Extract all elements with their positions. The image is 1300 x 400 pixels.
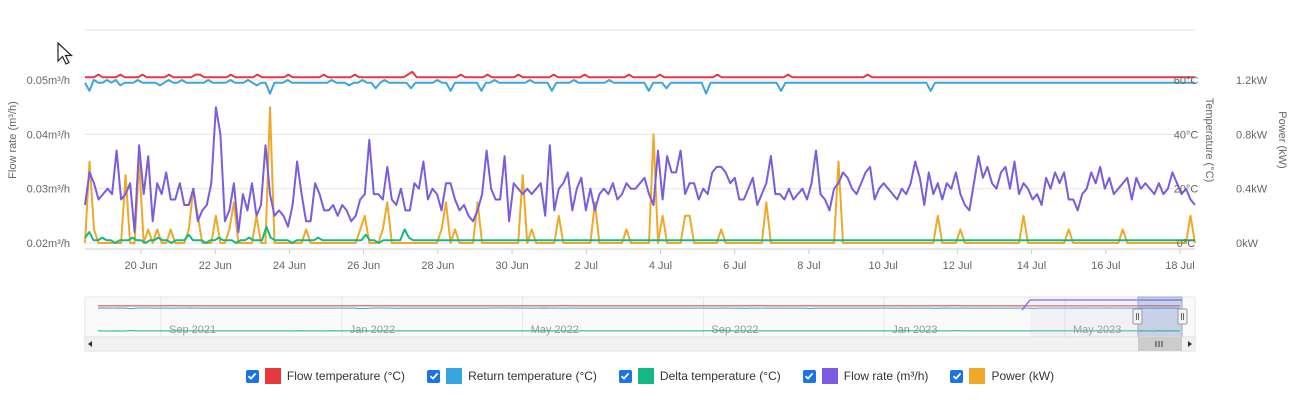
navigator-scrollbar-track	[84, 336, 1196, 352]
temperature-tick-label: 0°C	[1177, 238, 1196, 250]
navigator-shade	[1030, 300, 1138, 337]
x-tick-label: 18 Jul	[1165, 260, 1194, 272]
navigator-selected-range	[1137, 296, 1183, 338]
x-tick-label: 20 Jun	[124, 260, 157, 272]
checkmark-icon[interactable]	[802, 369, 816, 383]
x-tick-label: 8 Jul	[797, 260, 820, 272]
legend-item[interactable]: Flow temperature (°C)	[245, 368, 406, 384]
temperature-tick-label: 20°C	[1174, 184, 1199, 196]
legend-swatch	[264, 368, 281, 384]
series-line-power	[84, 106, 1196, 244]
checkmark-icon[interactable]	[427, 369, 441, 383]
navigator-left-handle	[1132, 308, 1143, 325]
temperature-axis-title: Temperature (°C)	[1203, 98, 1215, 182]
grid-lines	[85, 29, 1195, 244]
x-tick-label: 6 Jul	[723, 260, 746, 272]
series-line-delta-temperature	[84, 225, 1195, 244]
flow-rate-axis-title: Flow rate (m³/h)	[7, 101, 19, 179]
navigator-background	[84, 296, 1196, 338]
flow-rate-tick-label: 0.03m³/h	[27, 184, 70, 196]
navigator-tick-label: Jan 2022	[350, 324, 395, 336]
x-tick-label: 26 Jun	[347, 260, 380, 272]
x-tick-label: 10 Jul	[868, 260, 897, 272]
navigator-tick-label: Sep 2022	[711, 324, 758, 336]
x-tick-label: 4 Jul	[649, 260, 672, 272]
legend-label: Return temperature (°C)	[468, 369, 597, 383]
axis-labels: 0.02m³/h 0.03m³/h 0.04m³/h 0.05m³/h 0°C 20°C 4…	[7, 75, 1288, 272]
chart: 0.02m³/h 0.03m³/h 0.04m³/h 0.05m³/h 0°C 20°C 4…	[7, 29, 1288, 352]
arrow-left-icon	[88, 341, 92, 347]
checkmark-icon[interactable]	[950, 369, 964, 383]
legend-item[interactable]: Flow rate (m³/h)	[802, 368, 929, 384]
legend-label: Flow rate (m³/h)	[843, 369, 929, 383]
temperature-tick-label: 40°C	[1174, 129, 1199, 141]
power-tick-label: 1.2kW	[1236, 75, 1268, 87]
flow-rate-tick-label: 0.04m³/h	[27, 129, 70, 141]
power-axis-title: Power (kW)	[1276, 111, 1288, 168]
x-tick-label: 24 Jun	[273, 260, 306, 272]
x-tick-label: 12 Jul	[943, 260, 972, 272]
navigator-tick-label: Sep 2021	[169, 324, 216, 336]
series-line-flow-rate	[84, 106, 1196, 234]
navigator-tick-label: May 2022	[531, 324, 579, 336]
power-tick-label: 0kW	[1236, 238, 1259, 250]
legend-item[interactable]: Return temperature (°C)	[427, 368, 597, 384]
legend-swatch	[969, 368, 986, 384]
checkmark-icon[interactable]	[618, 369, 632, 383]
legend-swatch	[637, 368, 654, 384]
legend-item[interactable]: Delta temperature (°C)	[618, 368, 781, 384]
power-tick-label: 0.4kW	[1236, 184, 1268, 196]
x-tick-label: 16 Jul	[1091, 260, 1120, 272]
flow-rate-tick-label: 0.05m³/h	[27, 75, 70, 87]
arrow-right-icon	[1188, 341, 1192, 347]
navigator-tick-label: May 2023	[1073, 324, 1121, 336]
legend-item[interactable]: Power (kW)	[950, 368, 1054, 384]
series-lines	[84, 70, 1196, 244]
navigator-right-handle	[1177, 308, 1188, 325]
legend-swatch	[821, 368, 838, 384]
navigator-tick-label: Jan 2023	[892, 324, 937, 336]
legend-label: Delta temperature (°C)	[659, 369, 781, 383]
legend: Flow temperature (°C) Return temperature …	[0, 366, 1300, 386]
flow-rate-tick-label: 0.02m³/h	[27, 238, 70, 250]
x-tick-label: 14 Jul	[1017, 260, 1046, 272]
x-tick-label: 30 Jun	[496, 260, 529, 272]
series-line-flow-temperature	[85, 70, 1195, 79]
legend-label: Power (kW)	[991, 369, 1055, 383]
navigator[interactable]: Sep 2021 Jan 2022 May 2022 Sep 2022 Jan 2023…	[84, 296, 1196, 352]
legend-label: Flow temperature (°C)	[286, 369, 406, 383]
legend-swatch	[446, 368, 463, 384]
series-line-return-temperature	[84, 79, 1195, 95]
navigator-series-flow-rate	[1021, 299, 1182, 311]
x-tick-label: 2 Jul	[575, 260, 598, 272]
mouse-pointer-icon	[57, 42, 74, 65]
temperature-tick-label: 60°C	[1174, 75, 1199, 87]
power-tick-label: 0.8kW	[1236, 129, 1268, 141]
x-tick-label: 22 Jun	[199, 260, 232, 272]
navigator-series-return-temperature	[97, 307, 1181, 310]
navigator-scrollbar-thumb	[1138, 337, 1182, 351]
x-tick-label: 28 Jun	[421, 260, 454, 272]
checkmark-icon[interactable]	[245, 369, 259, 383]
navigator-series-delta-temperature	[97, 329, 1180, 332]
